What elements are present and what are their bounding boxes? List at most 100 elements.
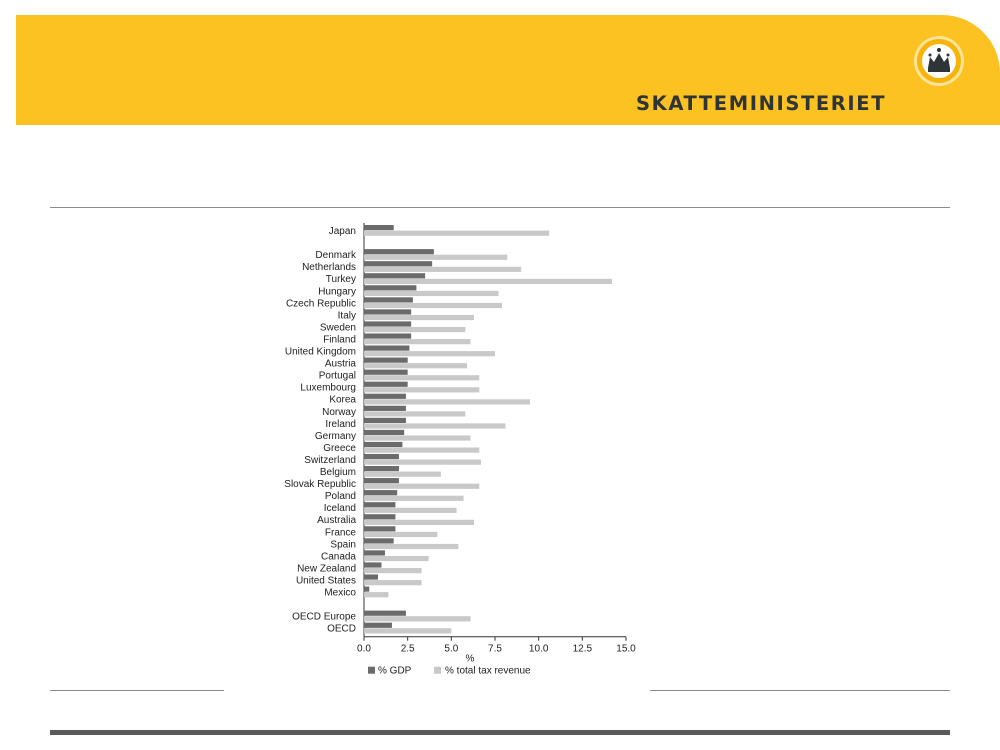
- category-label: Ireland: [325, 419, 356, 430]
- bar-gdp: [364, 345, 410, 351]
- category-label: United States: [296, 575, 356, 586]
- bar-tax-revenue: [364, 519, 475, 525]
- bar-tax-revenue: [364, 507, 457, 513]
- bar-gdp: [364, 261, 433, 267]
- category-label: Japan: [329, 226, 356, 237]
- category-label: Portugal: [319, 371, 356, 382]
- x-tick-label: 10.0: [529, 644, 549, 655]
- bar-tax-revenue: [364, 254, 508, 260]
- bar-gdp: [364, 429, 405, 436]
- x-tick-label: 0.0: [357, 644, 371, 655]
- bar-gdp: [364, 273, 426, 279]
- bar-tax-revenue: [364, 411, 466, 417]
- bar-gdp: [364, 466, 399, 472]
- bar-gdp: [364, 478, 399, 484]
- category-label: Germany: [315, 431, 356, 442]
- bar-gdp: [364, 225, 394, 231]
- category-label: Greece: [323, 443, 356, 454]
- bar-gdp: [364, 333, 412, 339]
- bar-tax-revenue: [364, 375, 480, 381]
- bar-tax-revenue: [364, 555, 429, 562]
- bar-tax-revenue: [364, 399, 530, 405]
- category-label: Iceland: [324, 503, 356, 514]
- bar-gdp: [364, 369, 408, 375]
- category-label: Sweden: [320, 322, 356, 333]
- category-label: France: [325, 527, 357, 538]
- legend-swatch-tax-revenue: [434, 666, 441, 674]
- category-label: Italy: [338, 310, 356, 321]
- bar-tax-revenue: [364, 543, 459, 550]
- bar-gdp: [364, 297, 413, 303]
- category-label: Czech Republic: [286, 298, 356, 309]
- crown-emblem-icon: [913, 35, 965, 87]
- x-tick-label: 5.0: [444, 644, 458, 655]
- top-divider: [50, 207, 950, 208]
- header-banner: [16, 15, 1000, 125]
- bar-tax-revenue: [364, 266, 522, 272]
- bar-tax-revenue: [364, 592, 389, 598]
- category-label: OECD: [327, 624, 356, 635]
- brand-name: SKATTEMINISTERIET: [636, 92, 887, 115]
- bar-gdp: [364, 285, 417, 291]
- bar-gdp: [364, 502, 396, 508]
- bar-tax-revenue: [364, 339, 471, 345]
- bar-tax-revenue: [364, 423, 506, 429]
- bar-gdp: [364, 562, 382, 568]
- category-label: Slovak Republic: [284, 479, 356, 490]
- x-tick-label: 7.5: [488, 644, 502, 655]
- category-label: Turkey: [326, 274, 356, 285]
- legend-label-tax-revenue: % total tax revenue: [445, 666, 531, 677]
- x-axis-title: %: [466, 654, 475, 665]
- category-label: Netherlands: [302, 262, 356, 273]
- bar-gdp: [364, 622, 392, 628]
- bar-tax-revenue: [364, 435, 471, 441]
- category-label: Finland: [323, 334, 356, 345]
- bar-tax-revenue: [364, 568, 422, 574]
- bar-gdp: [364, 249, 434, 255]
- category-label: Australia: [317, 515, 356, 526]
- bar-tax-revenue: [364, 302, 502, 309]
- bar-tax-revenue: [364, 471, 441, 477]
- category-label: Belgium: [320, 467, 356, 478]
- category-label: United Kingdom: [285, 347, 356, 358]
- bar-tax-revenue: [364, 230, 550, 236]
- bar-tax-revenue: [364, 290, 499, 297]
- bar-gdp: [364, 526, 396, 532]
- bar-tax-revenue: [364, 447, 480, 453]
- bar-gdp: [364, 393, 406, 399]
- bar-gdp: [364, 405, 406, 411]
- bar-gdp: [364, 586, 370, 592]
- bar-tax-revenue: [364, 278, 613, 284]
- bar-tax-revenue: [364, 327, 466, 333]
- bar-gdp: [364, 453, 399, 460]
- bar-gdp: [364, 538, 394, 544]
- bar-gdp: [364, 574, 378, 580]
- category-label: Denmark: [315, 250, 357, 261]
- bottom-divider-left: [50, 690, 224, 691]
- bar-tax-revenue: [364, 580, 422, 586]
- category-label: Switzerland: [304, 455, 356, 466]
- x-tick-label: 12.5: [573, 644, 593, 655]
- bar-tax-revenue: [364, 459, 482, 465]
- bar-tax-revenue: [364, 616, 471, 622]
- bar-gdp: [364, 309, 412, 315]
- category-label: Norway: [322, 407, 356, 418]
- legend-label-gdp: % GDP: [378, 666, 412, 677]
- x-tick-label: 15.0: [616, 644, 636, 655]
- bottom-divider-right: [650, 690, 950, 691]
- category-label: Austria: [325, 359, 357, 370]
- bar-gdp: [364, 550, 385, 556]
- bar-gdp: [364, 610, 406, 616]
- category-label: Poland: [325, 491, 356, 502]
- bar-tax-revenue: [364, 628, 452, 634]
- category-label: OECD Europe: [292, 612, 356, 623]
- bar-tax-revenue: [364, 387, 480, 393]
- category-label: Canada: [321, 551, 356, 562]
- bar-tax-revenue: [364, 495, 464, 501]
- category-label: Spain: [330, 539, 356, 550]
- bar-tax-revenue: [364, 314, 475, 321]
- bar-gdp: [364, 321, 412, 327]
- bar-gdp: [364, 417, 406, 423]
- category-label: New Zealand: [297, 563, 356, 574]
